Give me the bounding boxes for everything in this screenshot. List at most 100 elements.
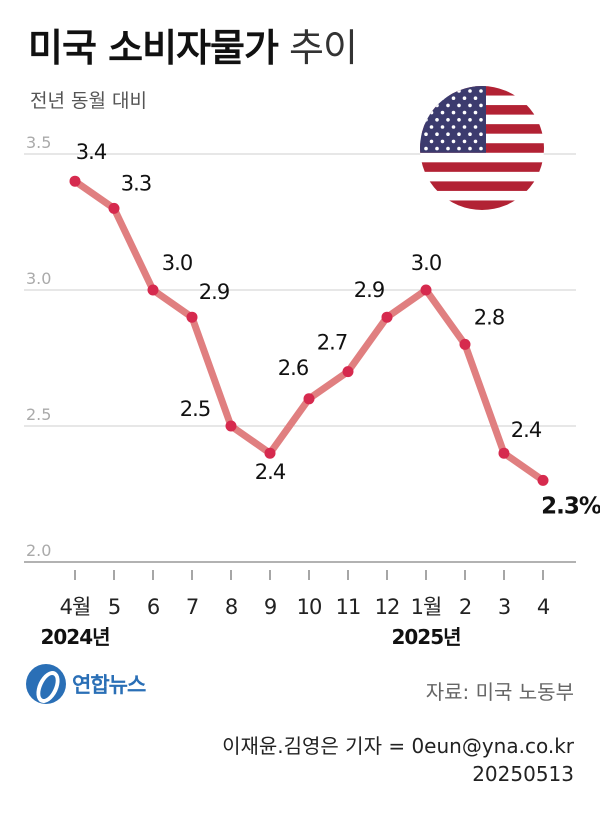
x-tick-label: 10 — [297, 595, 322, 619]
flag-star — [457, 146, 461, 151]
flag-star — [446, 146, 450, 151]
flag-star — [468, 132, 472, 136]
y-tick-label: 2.0 — [26, 541, 51, 560]
value-label: 2.6 — [278, 356, 309, 380]
flag-star — [429, 139, 434, 144]
flag-star — [451, 110, 456, 115]
data-point — [264, 447, 276, 459]
series-line — [71, 177, 547, 484]
data-point — [342, 366, 354, 378]
x-tick-label: 8 — [225, 595, 237, 619]
flag-star — [451, 125, 456, 129]
flag-star — [479, 118, 483, 122]
data-point — [498, 447, 510, 459]
flag-star — [451, 139, 456, 144]
x-tick-label: 2 — [459, 595, 471, 619]
value-label: 2.4 — [511, 418, 542, 442]
value-label: 3.4 — [76, 140, 107, 164]
flag-star — [468, 103, 472, 108]
flag-star — [446, 103, 450, 108]
flag-star — [435, 118, 439, 122]
x-tick-label: 3 — [498, 595, 510, 619]
flag-star — [479, 89, 483, 93]
flag-star — [424, 146, 428, 151]
year-label: 2025년 — [391, 625, 460, 649]
flag-star — [446, 118, 450, 122]
flag-star — [462, 96, 467, 100]
credit-reporters: 이재윤.김영은 기자 = 0eun@yna.co.kr — [222, 734, 574, 758]
flag-star — [446, 89, 450, 93]
flag-star — [473, 96, 478, 100]
flag-star — [424, 89, 428, 93]
data-point — [381, 311, 393, 323]
x-tick-label: 4 — [537, 595, 550, 619]
data-point — [147, 284, 159, 296]
y-tick-label: 3.0 — [26, 269, 51, 288]
flag-star — [435, 132, 439, 136]
x-tick-label: 9 — [264, 595, 276, 619]
flag-star — [457, 118, 461, 122]
data-point — [186, 311, 198, 323]
flag-star — [440, 139, 445, 144]
flag-star — [457, 89, 461, 93]
flag-star — [479, 132, 483, 136]
value-label: 3.0 — [411, 251, 441, 275]
flag-star — [424, 132, 428, 136]
x-tick-label: 4월 — [60, 595, 91, 619]
flag-star — [457, 103, 461, 108]
title-main: 미국 소비자물가 — [28, 26, 279, 70]
data-point — [537, 474, 549, 486]
flag-star — [479, 103, 483, 108]
x-tick-label: 7 — [186, 595, 198, 619]
yonhap-logo-icon — [26, 664, 66, 704]
x-tick-label: 12 — [375, 595, 400, 619]
flag-star — [451, 96, 456, 100]
data-point — [303, 393, 315, 405]
x-tick-label: 1월 — [411, 595, 442, 619]
value-label: 2.9 — [199, 280, 229, 304]
title-suffix: 추이 — [289, 26, 358, 70]
flag-star — [435, 146, 439, 151]
data-point — [459, 338, 471, 350]
flag-stripe — [420, 162, 544, 172]
flag-star — [457, 132, 461, 136]
value-label: 2.7 — [317, 331, 347, 355]
data-point — [420, 284, 432, 296]
flag-star — [429, 110, 434, 115]
flag-star — [462, 139, 467, 144]
flag-star — [440, 125, 445, 129]
flag-star — [435, 103, 439, 108]
yonhap-logo: 연합뉴스 — [26, 664, 146, 704]
value-label: 2.9 — [354, 278, 384, 302]
data-point — [108, 202, 120, 214]
value-label: 2.4 — [255, 460, 286, 484]
flag-star — [473, 125, 478, 129]
x-tick-label: 11 — [336, 595, 361, 619]
cpi-line-chart: 2.0 2.5 3.0 3.5 3.4 3.3 3.0 2.9 2.5 2.4 2.6 2.7 2.9… — [24, 86, 600, 649]
value-label: 2.3% — [541, 493, 600, 519]
value-label: 2.8 — [474, 305, 504, 329]
page-title: 미국 소비자물가 추이 — [28, 24, 358, 72]
flag-stripe — [420, 200, 544, 210]
flag-star — [435, 89, 439, 93]
data-point — [69, 175, 81, 187]
logo-name: 연합뉴스 — [72, 673, 146, 697]
flag-star — [429, 96, 434, 100]
data-point — [225, 420, 237, 432]
value-label: 3.3 — [121, 171, 151, 195]
flag-stripe — [420, 181, 544, 191]
flag-star — [462, 110, 467, 115]
flag-star — [446, 132, 450, 136]
flag-star — [468, 146, 472, 151]
flag-star — [468, 89, 472, 93]
y-tick-label: 2.5 — [26, 405, 51, 424]
credit-date: 20250513 — [472, 762, 574, 786]
flag-star — [462, 125, 467, 129]
flag-star — [429, 125, 434, 129]
x-tick-label: 6 — [147, 595, 160, 619]
flag-star — [440, 96, 445, 100]
flag-star — [468, 118, 472, 122]
value-label: 3.0 — [162, 251, 192, 275]
y-tick-label: 3.5 — [26, 133, 51, 152]
flag-star — [479, 146, 483, 151]
